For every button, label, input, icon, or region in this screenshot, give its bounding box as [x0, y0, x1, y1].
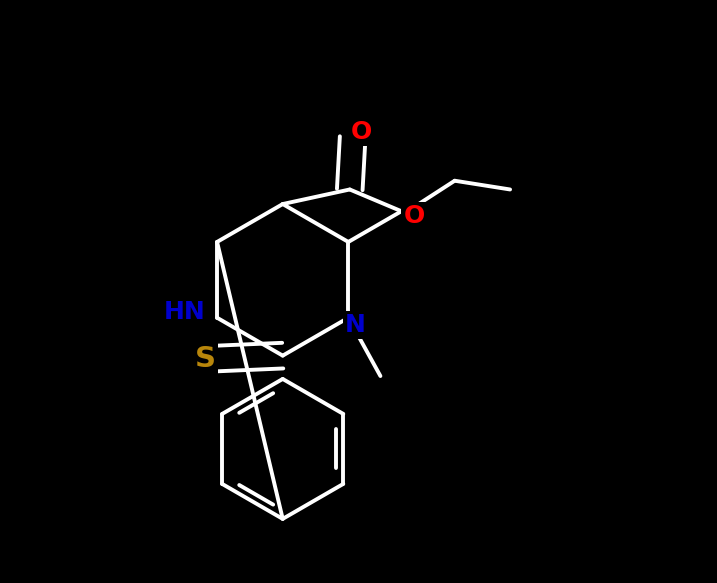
Text: S: S	[195, 345, 216, 373]
Text: HN: HN	[164, 300, 206, 324]
Text: N: N	[345, 312, 366, 337]
Text: O: O	[351, 120, 372, 145]
Text: O: O	[403, 203, 424, 228]
